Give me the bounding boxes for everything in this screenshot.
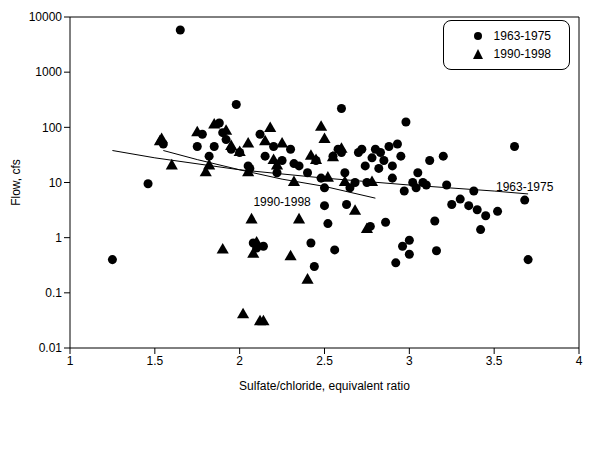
svg-text:Flow, cfs: Flow, cfs [9, 159, 23, 206]
html-text:1963-1975: 1963-1975 [493, 29, 551, 43]
svg-text:0.1: 0.1 [45, 286, 62, 300]
svg-text:Sulfate/chloride, equivalent r: Sulfate/chloride, equivalent ratio [239, 379, 410, 393]
svg-text:0.01: 0.01 [39, 341, 63, 355]
svg-text:1.5: 1.5 [146, 354, 163, 368]
svg-text:2: 2 [236, 354, 243, 368]
svg-text:1990-1998: 1990-1998 [253, 195, 311, 209]
svg-text:100: 100 [42, 121, 62, 135]
svg-text:3.5: 3.5 [486, 354, 503, 368]
svg-text:2.5: 2.5 [316, 354, 333, 368]
svg-text:10000: 10000 [29, 10, 63, 24]
svg-text:10: 10 [49, 176, 63, 190]
svg-text:1: 1 [67, 354, 74, 368]
svg-text:3: 3 [406, 354, 413, 368]
svg-text:1963-1975: 1963-1975 [496, 180, 554, 194]
svg-text:4: 4 [576, 354, 583, 368]
html-text:1990-1998: 1990-1998 [493, 47, 551, 61]
svg-text:1000: 1000 [35, 65, 62, 79]
svg-text:1: 1 [55, 231, 62, 245]
